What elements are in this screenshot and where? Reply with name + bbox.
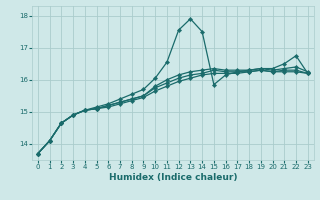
X-axis label: Humidex (Indice chaleur): Humidex (Indice chaleur) [108,173,237,182]
